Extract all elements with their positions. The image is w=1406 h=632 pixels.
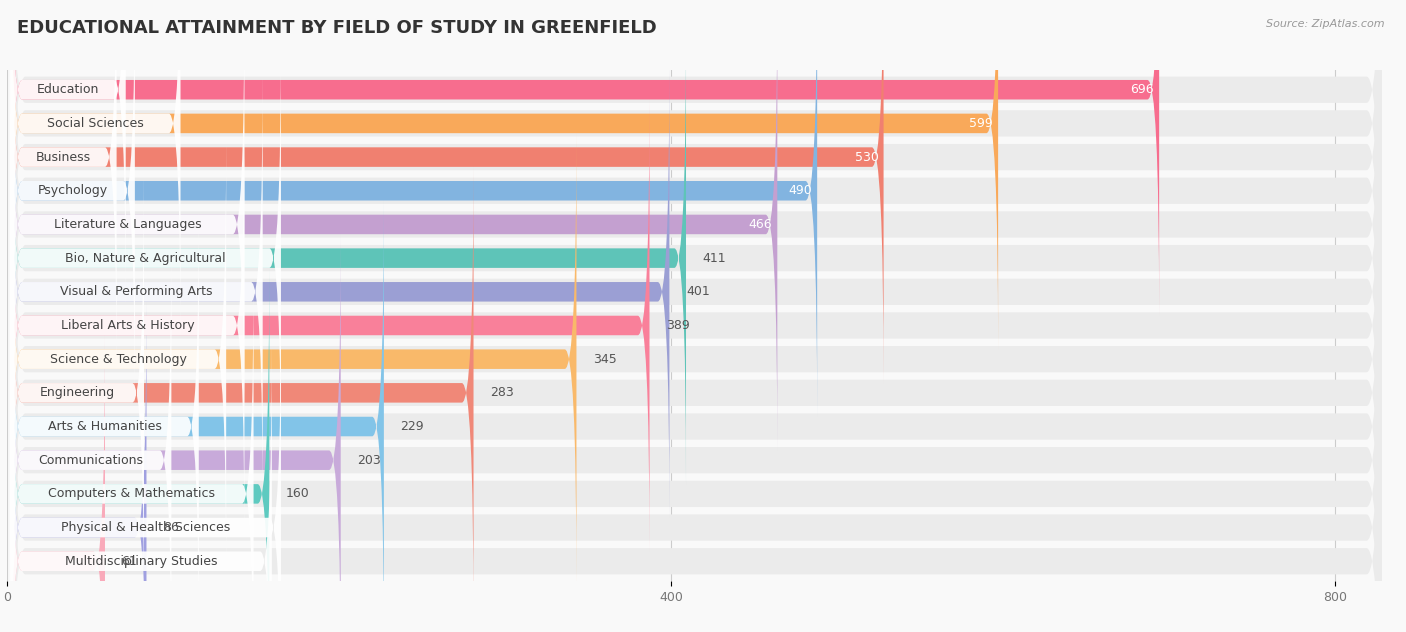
Text: 229: 229 xyxy=(401,420,425,433)
FancyBboxPatch shape xyxy=(10,32,281,484)
FancyBboxPatch shape xyxy=(10,271,1382,632)
FancyBboxPatch shape xyxy=(10,103,1382,632)
FancyBboxPatch shape xyxy=(10,0,1382,548)
FancyBboxPatch shape xyxy=(10,0,883,383)
FancyBboxPatch shape xyxy=(10,234,172,632)
Text: Bio, Nature & Agricultural: Bio, Nature & Agricultural xyxy=(65,252,226,265)
Text: 86: 86 xyxy=(163,521,179,534)
FancyBboxPatch shape xyxy=(10,99,650,552)
FancyBboxPatch shape xyxy=(10,234,340,632)
Text: 160: 160 xyxy=(285,487,309,501)
FancyBboxPatch shape xyxy=(10,0,1382,380)
FancyBboxPatch shape xyxy=(10,2,1382,582)
FancyBboxPatch shape xyxy=(10,66,263,518)
FancyBboxPatch shape xyxy=(10,167,474,619)
FancyBboxPatch shape xyxy=(10,0,1382,447)
FancyBboxPatch shape xyxy=(10,301,146,632)
Text: Communications: Communications xyxy=(38,454,143,466)
FancyBboxPatch shape xyxy=(10,204,1382,632)
FancyBboxPatch shape xyxy=(10,335,271,632)
FancyBboxPatch shape xyxy=(10,0,1382,413)
Text: 466: 466 xyxy=(749,218,772,231)
Text: Business: Business xyxy=(37,150,91,164)
Text: 61: 61 xyxy=(121,555,138,568)
Text: Physical & Health Sciences: Physical & Health Sciences xyxy=(60,521,231,534)
FancyBboxPatch shape xyxy=(10,0,1159,316)
FancyBboxPatch shape xyxy=(10,133,576,585)
Text: EDUCATIONAL ATTAINMENT BY FIELD OF STUDY IN GREENFIELD: EDUCATIONAL ATTAINMENT BY FIELD OF STUDY… xyxy=(17,19,657,37)
Text: Source: ZipAtlas.com: Source: ZipAtlas.com xyxy=(1267,19,1385,29)
FancyBboxPatch shape xyxy=(10,0,1382,481)
Text: Multidisciplinary Studies: Multidisciplinary Studies xyxy=(65,555,218,568)
Text: 411: 411 xyxy=(703,252,727,265)
Text: 345: 345 xyxy=(593,353,617,366)
Text: Arts & Humanities: Arts & Humanities xyxy=(48,420,162,433)
FancyBboxPatch shape xyxy=(10,301,281,632)
FancyBboxPatch shape xyxy=(10,0,125,316)
FancyBboxPatch shape xyxy=(10,0,245,451)
FancyBboxPatch shape xyxy=(10,335,105,632)
Text: Visual & Performing Arts: Visual & Performing Arts xyxy=(60,285,212,298)
FancyBboxPatch shape xyxy=(10,170,1382,632)
FancyBboxPatch shape xyxy=(10,32,686,484)
FancyBboxPatch shape xyxy=(10,66,669,518)
Text: 389: 389 xyxy=(666,319,690,332)
FancyBboxPatch shape xyxy=(10,200,384,632)
Text: 696: 696 xyxy=(1130,83,1154,96)
Text: 599: 599 xyxy=(969,117,993,130)
FancyBboxPatch shape xyxy=(10,268,253,632)
FancyBboxPatch shape xyxy=(10,0,778,451)
FancyBboxPatch shape xyxy=(10,133,226,585)
Text: 490: 490 xyxy=(789,185,813,197)
FancyBboxPatch shape xyxy=(10,167,143,619)
Text: Psychology: Psychology xyxy=(38,185,108,197)
Text: Science & Technology: Science & Technology xyxy=(49,353,187,366)
FancyBboxPatch shape xyxy=(10,35,1382,616)
Text: Computers & Mathematics: Computers & Mathematics xyxy=(48,487,215,501)
Text: 401: 401 xyxy=(686,285,710,298)
Text: Social Sciences: Social Sciences xyxy=(46,117,143,130)
FancyBboxPatch shape xyxy=(10,137,1382,632)
FancyBboxPatch shape xyxy=(10,0,180,349)
Text: 530: 530 xyxy=(855,150,879,164)
FancyBboxPatch shape xyxy=(10,0,817,416)
FancyBboxPatch shape xyxy=(10,0,135,416)
Text: Engineering: Engineering xyxy=(39,386,115,399)
FancyBboxPatch shape xyxy=(10,0,1382,514)
FancyBboxPatch shape xyxy=(10,238,1382,632)
Text: 203: 203 xyxy=(357,454,381,466)
Text: Liberal Arts & History: Liberal Arts & History xyxy=(60,319,194,332)
Text: Literature & Languages: Literature & Languages xyxy=(53,218,201,231)
FancyBboxPatch shape xyxy=(10,69,1382,632)
FancyBboxPatch shape xyxy=(10,99,245,552)
FancyBboxPatch shape xyxy=(10,0,998,349)
Text: 283: 283 xyxy=(491,386,513,399)
FancyBboxPatch shape xyxy=(10,200,198,632)
FancyBboxPatch shape xyxy=(10,0,117,383)
Text: Education: Education xyxy=(37,83,100,96)
FancyBboxPatch shape xyxy=(10,268,270,632)
